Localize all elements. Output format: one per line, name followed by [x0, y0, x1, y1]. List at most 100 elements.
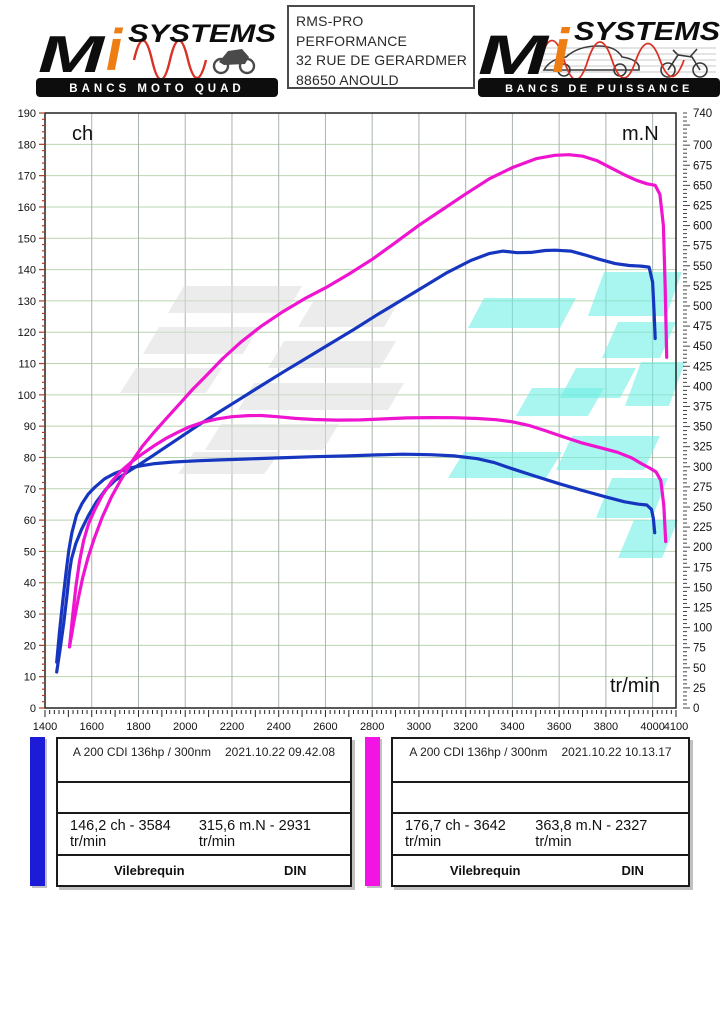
run2-mode-label: Vilebrequin [449, 863, 521, 878]
svg-text:70: 70 [24, 484, 36, 496]
svg-text:275: 275 [693, 482, 712, 494]
run2-torque-peak: 363,8 m.N - 2327 tr/min [535, 818, 648, 850]
run1-result-box: A 200 CDI 136hp / 300nm 2021.10.22 09.42… [56, 737, 352, 887]
run1-norm-label: DIN [284, 863, 307, 878]
svg-text:175: 175 [693, 562, 712, 574]
run2-timestamp: 2021.10.22 10.13.17 [561, 745, 672, 759]
svg-text:190: 190 [18, 108, 36, 120]
svg-text:400: 400 [693, 381, 712, 393]
motorcycle-outline-icon [660, 48, 708, 78]
svg-text:200: 200 [693, 542, 712, 554]
run1-title: A 200 CDI 136hp / 300nm [72, 745, 211, 759]
svg-text:425: 425 [693, 361, 712, 373]
svg-text:3200: 3200 [453, 721, 477, 733]
logo-word-systems: SYSTEMS [574, 16, 720, 46]
curve-run2-torque-mN [67, 413, 668, 649]
car-icon [542, 45, 640, 77]
svg-text:ch: ch [72, 123, 93, 145]
svg-text:50: 50 [693, 663, 706, 675]
svg-text:30: 30 [24, 609, 36, 621]
curve-run1-torque-mN [55, 452, 657, 664]
svg-text:250: 250 [693, 502, 712, 514]
svg-text:180: 180 [18, 139, 36, 151]
shop-name-line1: RMS-PRO [296, 13, 364, 29]
logo-banner [36, 78, 278, 97]
svg-text:225: 225 [693, 522, 712, 534]
svg-text:350: 350 [693, 422, 712, 434]
run2-power-peak: 176,7 ch - 3642 tr/min [405, 818, 506, 850]
svg-text:110: 110 [18, 359, 36, 371]
svg-text:100: 100 [693, 623, 712, 635]
svg-text:2800: 2800 [360, 721, 384, 733]
svg-text:550: 550 [693, 261, 712, 273]
svg-text:60: 60 [24, 515, 36, 527]
run2-values-row: 176,7 ch - 3642 tr/min 363,8 m.N - 2327 … [393, 814, 688, 856]
run1-footer-row: Vilebrequin DIN [58, 856, 350, 885]
svg-text:3600: 3600 [547, 721, 571, 733]
svg-text:80: 80 [24, 452, 36, 464]
logo-letter-m: M [38, 26, 107, 84]
svg-text:575: 575 [693, 241, 712, 253]
curve-run2-power-ch [67, 153, 669, 649]
svg-text:2200: 2200 [220, 721, 244, 733]
svg-text:75: 75 [693, 643, 706, 655]
logo-banner [478, 78, 720, 97]
mi-systems-moto-logo: M i SYSTEMS BANCS MOTO QUAD [36, 18, 278, 97]
svg-text:25: 25 [693, 683, 706, 695]
svg-text:740: 740 [693, 108, 712, 120]
run1-torque-peak: 315,6 m.N - 2931 tr/min [198, 818, 311, 850]
run2-color-bar [365, 737, 380, 886]
svg-text:140: 140 [18, 265, 36, 277]
svg-text:1400: 1400 [33, 721, 57, 733]
svg-text:2000: 2000 [173, 721, 197, 733]
svg-text:600: 600 [693, 221, 712, 233]
svg-text:20: 20 [24, 640, 36, 652]
svg-text:650: 650 [693, 180, 712, 192]
svg-text:325: 325 [693, 442, 712, 454]
run1-timestamp: 2021.10.22 09.42.08 [224, 745, 336, 759]
svg-text:m.N: m.N [622, 123, 659, 145]
svg-text:100: 100 [18, 390, 36, 402]
result-panel-run1: A 200 CDI 136hp / 300nm 2021.10.22 09.42… [30, 737, 352, 887]
result-panel-run2: A 200 CDI 136hp / 300nm 2021.10.22 10.13… [365, 737, 690, 887]
svg-text:3800: 3800 [594, 721, 618, 733]
motorcycle-icon [212, 49, 256, 75]
run1-blank-row [58, 783, 350, 814]
logo-letter-i: i [106, 18, 124, 83]
curve-run1-power-ch [55, 248, 657, 674]
svg-text:160: 160 [18, 202, 36, 214]
shop-address-line: 32 RUE DE GERARDMER [296, 52, 468, 69]
svg-text:0: 0 [30, 703, 36, 715]
sine-wave-icon [132, 39, 208, 81]
logo-letter-i: i [552, 17, 571, 86]
svg-text:700: 700 [693, 140, 712, 152]
sine-wave-icon [539, 39, 685, 81]
dyno-chart: 0 10 20 30 40 50 60 70 80 90 100 110 120 130 140 150 160… [18, 108, 713, 733]
svg-text:475: 475 [693, 321, 712, 333]
svg-text:tr/min: tr/min [610, 675, 660, 697]
shop-address-box: RMS-PRO PERFORMANCE 32 RUE DE GERARDMER … [287, 5, 475, 89]
run2-blank-row [393, 783, 688, 814]
svg-text:0: 0 [693, 703, 699, 715]
shop-name-line2: PERFORMANCE [296, 32, 408, 49]
svg-text:500: 500 [693, 301, 712, 313]
run2-norm-label: DIN [621, 863, 644, 878]
svg-text:3400: 3400 [500, 721, 524, 733]
run2-title-row: A 200 CDI 136hp / 300nm 2021.10.22 10.13… [393, 739, 688, 783]
svg-text:4100: 4100 [664, 721, 688, 733]
svg-text:150: 150 [693, 582, 712, 594]
svg-text:375: 375 [693, 401, 712, 413]
run2-footer-row: Vilebrequin DIN [393, 856, 688, 885]
run1-title-row: A 200 CDI 136hp / 300nm 2021.10.22 09.42… [58, 739, 350, 783]
svg-text:1600: 1600 [79, 721, 103, 733]
logo-banner-text: BANCS DE PUISSANCE [505, 83, 693, 95]
svg-text:525: 525 [693, 281, 712, 293]
svg-text:4000: 4000 [640, 721, 664, 733]
svg-text:40: 40 [24, 578, 36, 590]
svg-text:130: 130 [18, 296, 36, 308]
run2-title: A 200 CDI 136hp / 300nm [409, 745, 548, 759]
svg-text:170: 170 [18, 171, 36, 183]
svg-text:2600: 2600 [313, 721, 337, 733]
mi-systems-car-logo: M i SYSTEMS BANCS DE PUISSANCE [478, 16, 720, 97]
svg-text:120: 120 [18, 327, 36, 339]
